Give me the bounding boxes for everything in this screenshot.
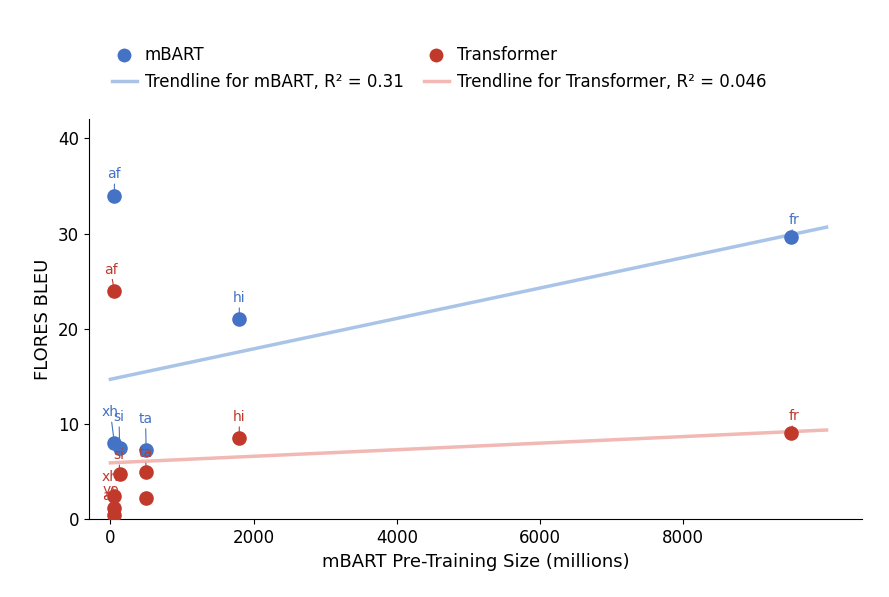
Point	[108, 438, 122, 448]
Point	[783, 232, 797, 241]
Legend: mBART, Trendline for mBART, R² = 0.31, Transformer, Trendline for Transformer, R: mBART, Trendline for mBART, R² = 0.31, T…	[105, 40, 773, 97]
Text: fr: fr	[789, 409, 800, 430]
Text: si: si	[114, 448, 124, 471]
Point	[108, 191, 122, 201]
Text: si: si	[114, 410, 124, 445]
Text: xh: xh	[102, 405, 119, 441]
Text: hi: hi	[233, 291, 245, 316]
Point	[232, 433, 246, 443]
Text: xh: xh	[102, 470, 119, 493]
Text: ta: ta	[139, 447, 153, 469]
Text: ta: ta	[139, 412, 153, 447]
Point	[113, 443, 127, 453]
Y-axis label: FLORES BLEU: FLORES BLEU	[35, 259, 52, 380]
Point	[139, 467, 153, 476]
Point	[108, 491, 122, 500]
Point	[113, 469, 127, 478]
Point	[108, 503, 122, 513]
Point	[108, 286, 122, 296]
Text: hi: hi	[233, 410, 245, 436]
Point	[139, 494, 153, 503]
Text: af: af	[104, 263, 117, 288]
Text: yo: yo	[102, 482, 119, 505]
Point	[783, 428, 797, 438]
Point	[232, 315, 246, 324]
Text: fr: fr	[789, 213, 800, 234]
Text: as: as	[102, 489, 118, 512]
X-axis label: mBART Pre-Training Size (millions): mBART Pre-Training Size (millions)	[322, 553, 629, 571]
Point	[139, 445, 153, 455]
Point	[108, 510, 122, 519]
Text: af: af	[108, 167, 121, 193]
